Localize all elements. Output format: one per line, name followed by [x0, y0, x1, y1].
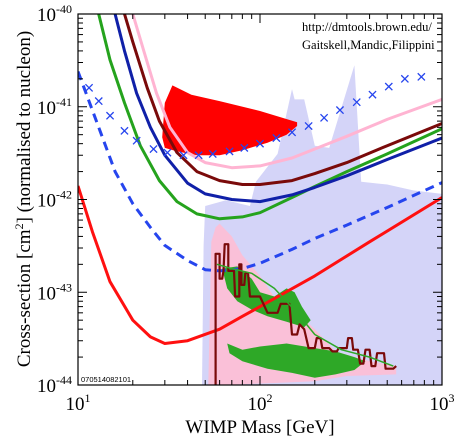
marker-point-16	[304, 121, 313, 131]
series-line-3	[97, 14, 442, 221]
marker-point-14	[272, 133, 281, 143]
y-axis-title-main: Cross-section [cm	[14, 229, 35, 367]
marker-point-11	[225, 147, 234, 156]
y-axis-title-tail: ] (normalised to nucleon)	[14, 31, 35, 224]
credit-line-1: http://dmtools.brown.edu/	[302, 20, 432, 34]
marker-point-23	[417, 72, 426, 81]
marker-point-22	[400, 74, 409, 83]
marker-point-6	[149, 144, 158, 154]
y-tick-label-41: 10-41	[37, 95, 72, 119]
series-line-8	[216, 263, 394, 367]
marker-point-10	[208, 149, 217, 158]
series-line-6	[131, 14, 442, 170]
series-line-4	[113, 14, 442, 204]
marker-point-9	[194, 151, 203, 160]
markers-layer	[84, 72, 426, 160]
credit-line-2: Gaitskell,Mandic,Filippini	[302, 38, 435, 52]
marker-point-4	[120, 126, 129, 135]
marker-point-19	[352, 98, 361, 107]
x-tick-label-3: 103	[430, 391, 455, 415]
marker-point-15	[287, 128, 297, 137]
timestamp-stamp: 070514082101	[81, 375, 131, 384]
x-tick-label-1: 101	[66, 391, 91, 415]
y-tick-label-43: 10-43	[37, 280, 72, 304]
series-line-2	[78, 70, 442, 273]
y-tick-label-44: 10-44	[37, 373, 72, 397]
plot-area	[78, 14, 442, 385]
region-4	[227, 343, 366, 378]
region-2	[208, 223, 397, 385]
x-axis-title: WIMP Mass [GeV]	[185, 417, 334, 438]
region-5	[162, 85, 298, 156]
y-axis-title: Cross-section [cm2] (normalised to nucle…	[12, 31, 35, 367]
marker-point-18	[335, 106, 345, 115]
marker-point-17	[320, 113, 329, 122]
marker-point-2	[94, 97, 103, 106]
marker-point-7	[163, 148, 172, 157]
series-layer	[78, 14, 442, 385]
marker-point-21	[384, 82, 393, 91]
series-line-5	[123, 14, 442, 186]
marker-point-5	[132, 136, 141, 145]
tick-labels-layer: 101 102 103 10-40 10-41 10-42 10-43 10-44	[37, 2, 455, 415]
ticks-layer	[77, 13, 443, 386]
y-tick-label-40: 10-40	[37, 2, 72, 26]
marker-point-20	[368, 90, 377, 99]
marker-point-13	[255, 139, 265, 148]
marker-point-3	[105, 111, 115, 120]
series-line-7	[214, 243, 397, 385]
marker-point-8	[179, 151, 188, 160]
marker-point-12	[240, 143, 249, 152]
series-line-1	[78, 185, 442, 345]
y-tick-label-42: 10-42	[37, 188, 72, 212]
y-axis-title-sup: 2	[12, 223, 26, 229]
x-tick-label-2: 102	[248, 391, 273, 415]
marker-point-1	[84, 83, 94, 92]
